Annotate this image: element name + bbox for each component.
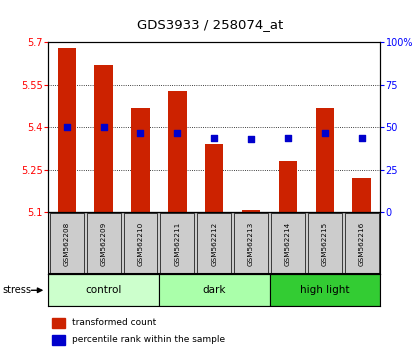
Bar — [159, 274, 270, 306]
Point — [358, 135, 365, 141]
Bar — [48, 274, 159, 306]
Bar — [315, 108, 334, 212]
Text: GSM562213: GSM562213 — [248, 221, 254, 266]
Point — [248, 137, 255, 142]
Text: GSM562215: GSM562215 — [322, 221, 328, 266]
Bar — [197, 213, 231, 274]
Point — [211, 135, 218, 141]
Point — [63, 125, 70, 130]
Text: GSM562209: GSM562209 — [101, 221, 107, 266]
Text: percentile rank within the sample: percentile rank within the sample — [71, 335, 225, 344]
Bar — [52, 318, 65, 328]
Bar — [308, 213, 342, 274]
Point — [174, 130, 181, 135]
Text: GSM562212: GSM562212 — [211, 221, 217, 266]
Bar — [50, 213, 84, 274]
Text: GDS3933 / 258074_at: GDS3933 / 258074_at — [137, 18, 283, 31]
Bar — [168, 91, 186, 212]
Bar — [131, 108, 150, 212]
Text: high light: high light — [300, 285, 349, 295]
Text: GSM562216: GSM562216 — [359, 221, 365, 266]
Point — [100, 125, 107, 130]
Bar — [270, 274, 380, 306]
Bar — [87, 213, 121, 274]
Bar — [279, 161, 297, 212]
Point — [321, 130, 328, 135]
Text: GSM562208: GSM562208 — [64, 221, 70, 266]
Point — [137, 130, 144, 135]
Bar — [160, 213, 194, 274]
Text: GSM562211: GSM562211 — [174, 221, 180, 266]
Text: transformed count: transformed count — [71, 318, 156, 327]
Bar — [271, 213, 305, 274]
Bar — [58, 48, 76, 212]
Bar — [234, 213, 268, 274]
Text: GSM562214: GSM562214 — [285, 221, 291, 266]
Bar — [94, 65, 113, 212]
Bar — [352, 178, 371, 212]
Bar — [52, 335, 65, 345]
Bar — [345, 213, 378, 274]
Text: dark: dark — [202, 285, 226, 295]
Text: stress: stress — [2, 285, 31, 295]
Text: GSM562210: GSM562210 — [137, 221, 144, 266]
Bar — [205, 144, 223, 212]
Bar — [242, 210, 260, 212]
Point — [285, 135, 291, 141]
Bar — [123, 213, 158, 274]
Text: control: control — [85, 285, 122, 295]
